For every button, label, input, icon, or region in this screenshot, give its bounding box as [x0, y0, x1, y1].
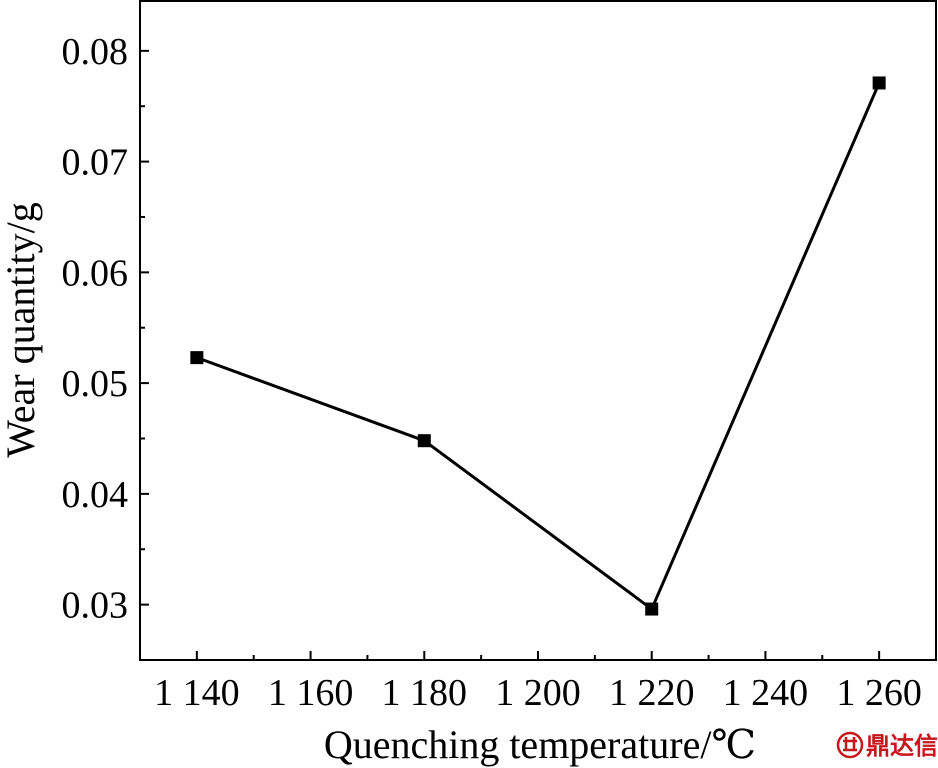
y-tick-label: 0.04 [62, 474, 129, 516]
y-tick-label: 0.08 [62, 31, 129, 73]
series-line [196, 82, 881, 612]
data-point-marker [417, 434, 431, 448]
x-axis-title: Quenching temperature/℃ [324, 722, 756, 767]
data-point-marker [190, 351, 204, 365]
x-tick-label: 1 260 [836, 672, 922, 714]
y-tick-label: 0.06 [62, 252, 129, 294]
y-axis-title: Wear quantity/g [0, 202, 43, 458]
data-point-marker [872, 76, 886, 90]
axes-frame [139, 0, 937, 661]
data-series [190, 76, 886, 616]
y-axis: 0.03 0.04 0.05 0.06 0.07 0.08 [62, 31, 149, 627]
y-tick-label: 0.05 [62, 363, 129, 405]
x-tick-label: 1 140 [154, 672, 240, 714]
data-point-marker [645, 602, 659, 616]
x-tick-label: 1 160 [268, 672, 354, 714]
x-axis: 1 140 1 160 1 180 1 200 1 220 1 240 1 260 [154, 651, 922, 714]
logo-icon [836, 731, 864, 759]
x-tick-label: 1 200 [495, 672, 581, 714]
watermark: 鼎达信 [836, 731, 938, 760]
x-tick-label: 1 240 [723, 672, 809, 714]
y-tick-label: 0.07 [62, 142, 129, 184]
x-tick-label: 1 220 [609, 672, 695, 714]
watermark-text: 鼎达信 [866, 732, 938, 760]
x-tick-label: 1 180 [382, 672, 468, 714]
y-tick-label: 0.03 [62, 585, 129, 627]
plot-area [139, 0, 937, 661]
